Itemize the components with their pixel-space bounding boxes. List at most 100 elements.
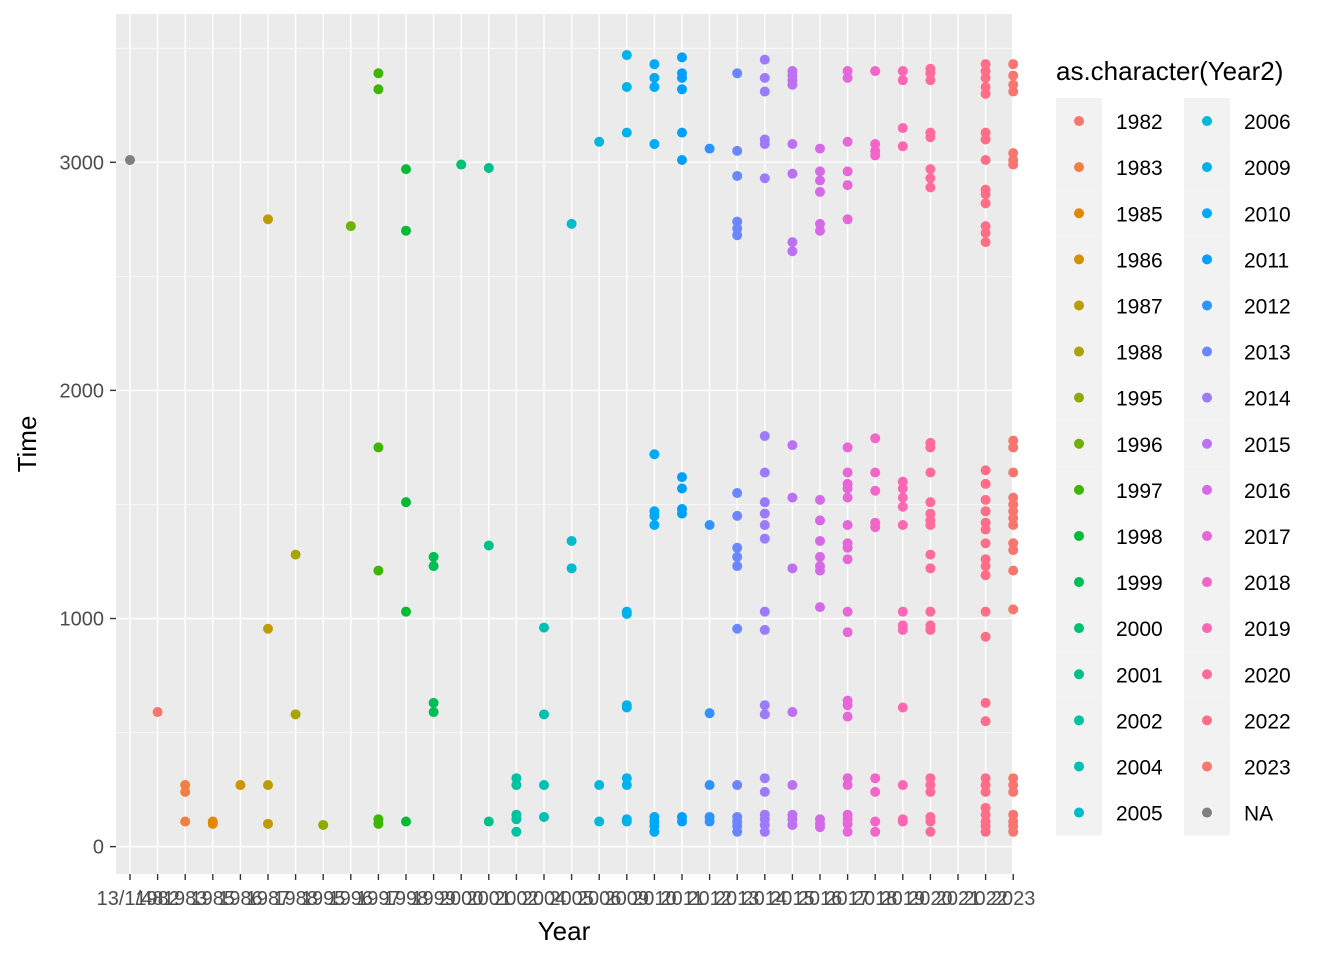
legend-marker: [1074, 162, 1084, 173]
data-point: [456, 159, 467, 170]
data-point: [594, 780, 605, 791]
x-tick-label: 2018: [853, 888, 898, 910]
legend-marker: [1202, 623, 1212, 634]
legend-label: 1997: [1116, 480, 1163, 503]
data-point: [870, 485, 881, 496]
legend-label: 2023: [1244, 756, 1291, 779]
data-point: [925, 467, 936, 478]
legend-label: 1982: [1116, 111, 1163, 134]
data-point: [759, 624, 770, 635]
y-tick-label: 3000: [60, 152, 105, 174]
legend-label: 1986: [1116, 249, 1163, 272]
data-point: [483, 162, 494, 173]
data-point: [704, 708, 715, 719]
data-point: [649, 449, 660, 460]
data-point: [897, 780, 908, 791]
data-point: [980, 524, 991, 535]
data-point: [842, 66, 853, 77]
data-point: [842, 519, 853, 530]
data-point: [897, 123, 908, 134]
data-point: [842, 442, 853, 453]
data-point: [897, 702, 908, 713]
data-point: [980, 88, 991, 99]
data-point: [732, 551, 743, 562]
legend-label: 2017: [1244, 526, 1291, 549]
legend-label: 1996: [1116, 434, 1163, 457]
data-point: [815, 186, 825, 197]
data-point: [1008, 506, 1019, 517]
data-point: [290, 709, 301, 720]
x-tick-label: 2004: [522, 888, 567, 910]
data-point: [925, 780, 936, 791]
data-point: [1008, 773, 1019, 784]
data-point: [842, 773, 853, 784]
data-point: [842, 554, 853, 565]
data-point: [980, 786, 991, 797]
x-tick-label: 1996: [329, 888, 374, 910]
data-point: [649, 81, 660, 92]
data-point: [263, 214, 273, 225]
data-point: [759, 819, 770, 830]
data-point: [815, 166, 825, 177]
data-point: [1008, 565, 1019, 576]
data-point: [980, 478, 991, 489]
x-axis-title: Year: [538, 916, 591, 946]
data-point: [621, 780, 632, 791]
x-tick-label: 2016: [798, 888, 843, 910]
x-tick-label: 2023: [991, 888, 1036, 910]
legend-marker: [1202, 162, 1212, 173]
legend-marker: [1202, 438, 1212, 449]
data-point: [759, 86, 770, 97]
data-point: [621, 702, 632, 713]
data-point: [842, 136, 853, 147]
legend-marker: [1202, 484, 1212, 495]
data-point: [1008, 86, 1019, 97]
data-point: [594, 816, 605, 827]
legend-label: 1999: [1116, 572, 1163, 595]
data-point: [1008, 513, 1019, 524]
data-point: [759, 700, 770, 711]
data-point: [980, 538, 991, 549]
data-point: [815, 565, 825, 576]
x-tick-label: 2011: [660, 888, 703, 910]
data-points: [125, 50, 1019, 837]
data-point: [925, 826, 936, 837]
data-point: [759, 508, 770, 519]
data-point: [980, 780, 991, 791]
data-point: [649, 826, 660, 837]
legend-marker: [1074, 208, 1084, 219]
data-point: [842, 627, 853, 638]
legend-label: 2014: [1244, 388, 1291, 411]
data-point: [345, 221, 356, 232]
data-point: [980, 198, 991, 209]
legend-label: 1985: [1116, 203, 1163, 226]
data-point: [980, 66, 991, 77]
data-point: [732, 216, 743, 227]
data-point: [870, 816, 881, 827]
data-point: [649, 519, 660, 530]
data-point: [263, 818, 273, 829]
data-point: [401, 606, 411, 617]
data-point: [925, 497, 936, 508]
data-point: [732, 623, 743, 634]
data-point: [897, 141, 908, 152]
legend-marker: [1074, 254, 1084, 265]
data-point: [1008, 780, 1019, 791]
data-point: [759, 773, 770, 784]
data-point: [373, 84, 384, 95]
data-point: [1008, 148, 1019, 159]
data-point: [980, 697, 991, 708]
legend-label: 2012: [1244, 295, 1291, 318]
y-axis-title: Time: [12, 416, 42, 473]
legend-label: 2016: [1244, 480, 1291, 503]
data-point: [787, 492, 798, 503]
data-point: [263, 623, 273, 634]
data-point: [621, 127, 632, 138]
data-point: [842, 542, 853, 553]
data-point: [980, 227, 991, 238]
data-point: [897, 75, 908, 86]
data-point: [401, 225, 411, 236]
legend-marker: [1202, 669, 1212, 680]
data-point: [815, 494, 825, 505]
x-tick-label: 2000: [439, 888, 484, 910]
